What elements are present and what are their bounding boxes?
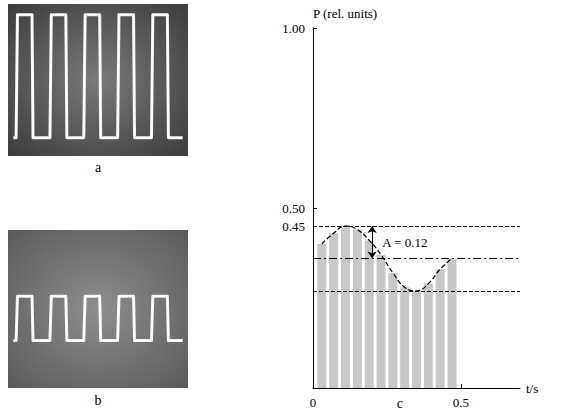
svg-text:t/s: t/s — [526, 381, 538, 396]
svg-text:P (rel. units): P (rel. units) — [313, 6, 377, 21]
svg-text:c: c — [397, 396, 403, 411]
html-text:a: a — [94, 160, 102, 175]
svg-text:0.5: 0.5 — [453, 395, 469, 410]
html-text:b: b — [94, 393, 102, 408]
svg-text:1.00: 1.00 — [282, 21, 305, 36]
svg-text:0.45: 0.45 — [282, 219, 305, 234]
svg-text:0.50: 0.50 — [282, 201, 305, 216]
svg-text:A = 0.12: A = 0.12 — [382, 235, 427, 250]
svg-text:0: 0 — [310, 395, 317, 410]
